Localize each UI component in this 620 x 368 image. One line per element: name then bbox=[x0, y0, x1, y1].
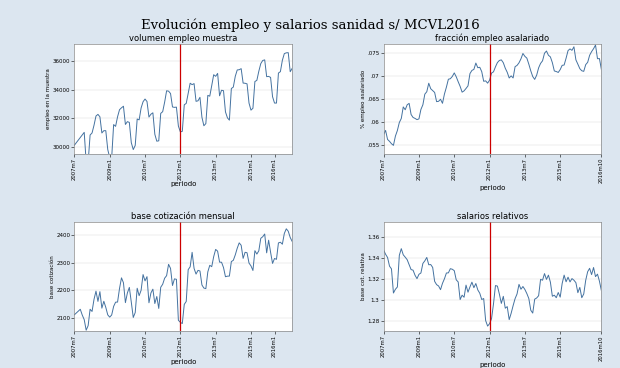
Y-axis label: % empleo asalariado: % empleo asalariado bbox=[361, 70, 366, 128]
Y-axis label: base cotización: base cotización bbox=[50, 255, 55, 298]
Y-axis label: empleo en la muestra: empleo en la muestra bbox=[46, 68, 51, 130]
Title: fracción empleo asalariado: fracción empleo asalariado bbox=[435, 34, 549, 43]
Title: salarios relativos: salarios relativos bbox=[457, 212, 528, 221]
Y-axis label: base cot. relativa: base cot. relativa bbox=[361, 252, 366, 300]
X-axis label: periodo: periodo bbox=[170, 181, 197, 187]
X-axis label: periodo: periodo bbox=[170, 359, 197, 365]
Title: base cotización mensual: base cotización mensual bbox=[131, 212, 235, 221]
Text: Evolución empleo y salarios sanidad s/ MCVL2016: Evolución empleo y salarios sanidad s/ M… bbox=[141, 18, 479, 32]
X-axis label: periodo: periodo bbox=[479, 185, 506, 191]
X-axis label: periodo: periodo bbox=[479, 362, 506, 368]
Title: volumen empleo muestra: volumen empleo muestra bbox=[129, 34, 237, 43]
